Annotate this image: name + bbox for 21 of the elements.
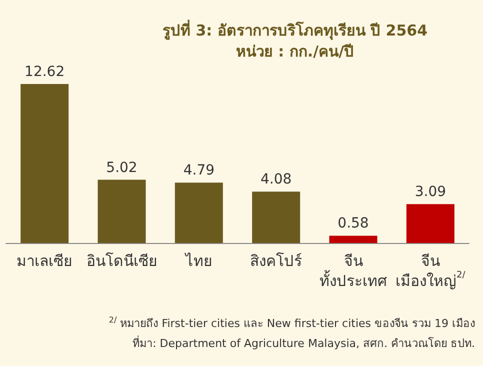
text: ที่มา: Department of Agriculture Malaysia, สศก. คำนวณโดย ธปท. xyxy=(132,334,475,352)
x-tick-label: มาเลเซีย xyxy=(16,252,73,270)
data-label: 5.02 xyxy=(106,160,138,176)
data-label: 12.62 xyxy=(24,64,65,80)
chart-subtitle: หน่วย : กก./คน/ปี xyxy=(236,42,354,60)
bar xyxy=(174,182,223,243)
text: $^{2/}$ หมายถึง First-tier cities และ New first-tier cities ของจีน รวม 19 เมือง xyxy=(108,314,475,332)
chart-title: รูปที่ 3: อัตราการบริโภคทุเรียน ปี 2564 xyxy=(162,20,428,40)
x-tick-label: สิงคโปร์ xyxy=(250,252,302,270)
bar xyxy=(252,192,300,243)
x-tick-label: อินโดนีเซีย xyxy=(86,252,158,270)
data-label: 0.58 xyxy=(338,216,369,232)
bar xyxy=(20,84,69,243)
bar xyxy=(329,236,378,243)
data-label: 3.09 xyxy=(414,184,446,200)
x-tick-label: ไทย xyxy=(184,252,212,270)
data-label: 4.79 xyxy=(183,162,215,179)
bar xyxy=(406,204,454,243)
data-label: 4.08 xyxy=(260,172,292,188)
bar xyxy=(98,180,146,243)
x-tick-label: จีน ทั้งประเทศ xyxy=(319,252,388,290)
